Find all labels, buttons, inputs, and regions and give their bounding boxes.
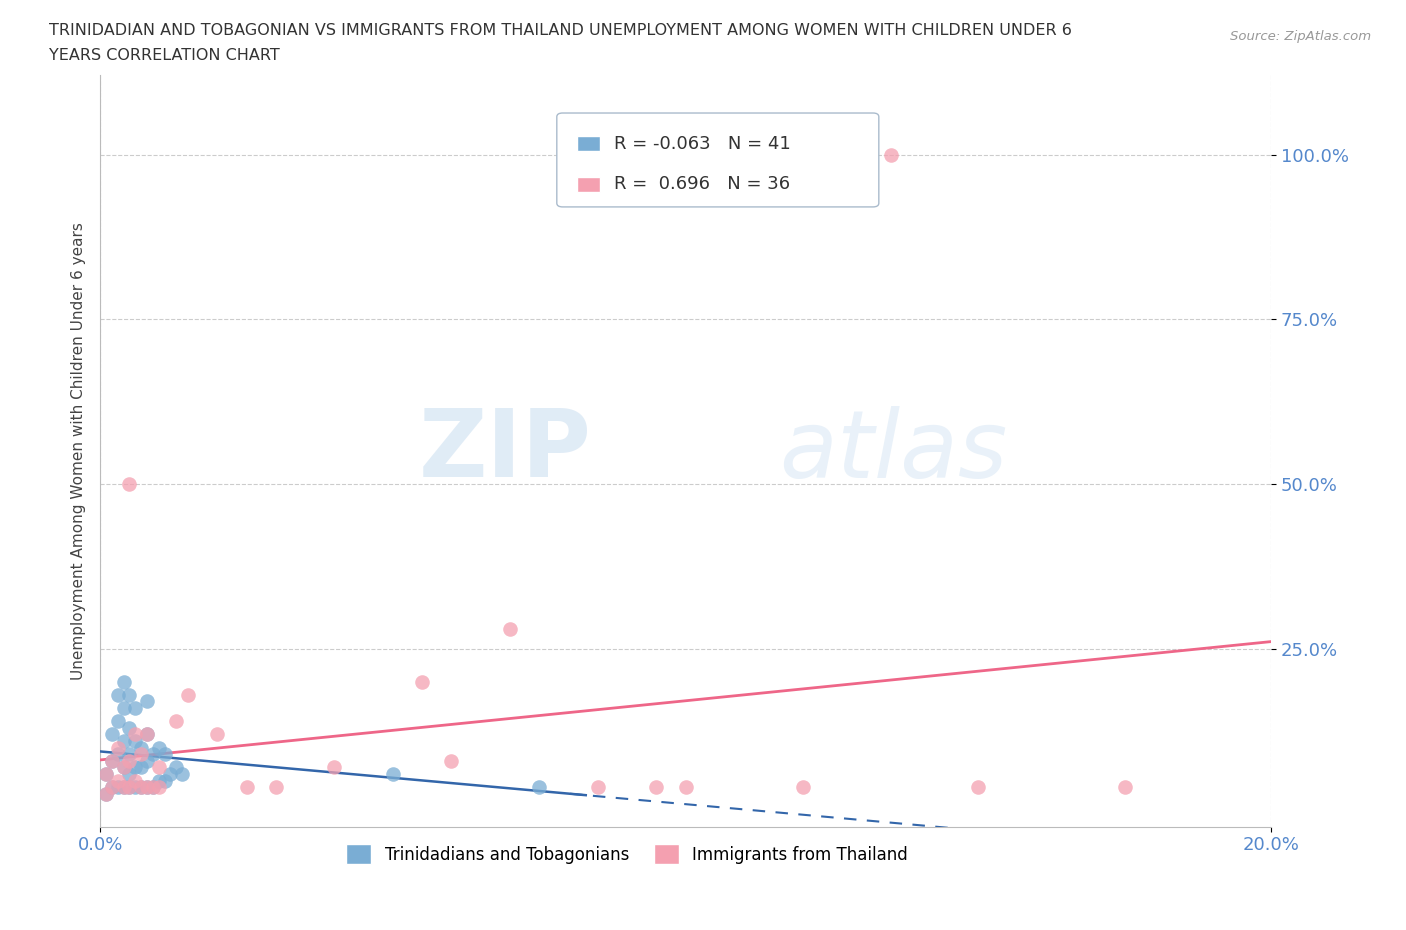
Point — [205, 727, 228, 742]
Point — [112, 734, 135, 749]
Point — [101, 753, 124, 768]
Point — [235, 779, 257, 794]
Point — [148, 779, 170, 794]
Text: YEARS CORRELATION CHART: YEARS CORRELATION CHART — [49, 48, 280, 63]
Point — [381, 766, 404, 781]
Point — [118, 779, 141, 794]
Point — [529, 779, 551, 794]
Point — [323, 760, 346, 775]
Point — [153, 773, 176, 788]
Point — [136, 694, 159, 709]
Point — [107, 687, 129, 702]
Point — [165, 760, 187, 775]
Text: ZIP: ZIP — [419, 405, 592, 497]
Point — [124, 727, 146, 742]
Point — [411, 674, 433, 689]
Point — [129, 740, 152, 755]
Point — [124, 734, 146, 749]
Point — [792, 779, 814, 794]
Text: atlas: atlas — [779, 405, 1008, 497]
Point — [153, 747, 176, 762]
Point — [124, 773, 146, 788]
Point — [107, 714, 129, 729]
Point — [142, 747, 165, 762]
Point — [124, 700, 146, 715]
Point — [107, 747, 129, 762]
Point — [159, 766, 181, 781]
Point — [112, 700, 135, 715]
Point — [136, 779, 159, 794]
Point — [118, 747, 141, 762]
Point — [94, 766, 117, 781]
Point — [118, 766, 141, 781]
Point — [112, 779, 135, 794]
Point — [967, 779, 990, 794]
Point — [129, 779, 152, 794]
Point — [136, 727, 159, 742]
Point — [118, 721, 141, 736]
Text: TRINIDADIAN AND TOBAGONIAN VS IMMIGRANTS FROM THAILAND UNEMPLOYMENT AMONG WOMEN : TRINIDADIAN AND TOBAGONIAN VS IMMIGRANTS… — [49, 23, 1073, 38]
Point — [172, 766, 194, 781]
Point — [118, 476, 141, 491]
Point — [1114, 779, 1136, 794]
Point — [136, 753, 159, 768]
Point — [107, 740, 129, 755]
Text: Source: ZipAtlas.com: Source: ZipAtlas.com — [1230, 30, 1371, 43]
Y-axis label: Unemployment Among Women with Children Under 6 years: Unemployment Among Women with Children U… — [72, 222, 86, 680]
Point — [118, 687, 141, 702]
Point — [177, 687, 200, 702]
Point — [94, 766, 117, 781]
Point — [129, 760, 152, 775]
Point — [586, 779, 609, 794]
Point — [142, 779, 165, 794]
Point — [94, 787, 117, 802]
Point — [129, 779, 152, 794]
Point — [148, 773, 170, 788]
Text: R =  0.696   N = 36: R = 0.696 N = 36 — [614, 176, 790, 193]
Point — [142, 779, 165, 794]
Point — [165, 714, 187, 729]
Point — [136, 779, 159, 794]
Point — [499, 621, 522, 636]
Point — [148, 760, 170, 775]
Point — [136, 727, 159, 742]
Point — [118, 753, 141, 768]
Text: R = -0.063   N = 41: R = -0.063 N = 41 — [614, 135, 792, 153]
Point — [112, 760, 135, 775]
Point — [107, 779, 129, 794]
Point — [101, 779, 124, 794]
Point — [645, 779, 668, 794]
Legend: Trinidadians and Tobagonians, Immigrants from Thailand: Trinidadians and Tobagonians, Immigrants… — [339, 837, 915, 871]
Point — [124, 779, 146, 794]
Point — [124, 760, 146, 775]
Point — [107, 773, 129, 788]
FancyBboxPatch shape — [576, 137, 600, 152]
Point — [264, 779, 287, 794]
Point — [112, 674, 135, 689]
FancyBboxPatch shape — [576, 177, 600, 192]
FancyBboxPatch shape — [557, 113, 879, 206]
Point — [675, 779, 697, 794]
Point — [879, 147, 901, 162]
Point — [112, 760, 135, 775]
Point — [101, 753, 124, 768]
Point — [112, 779, 135, 794]
Point — [101, 727, 124, 742]
Point — [118, 779, 141, 794]
Point — [101, 779, 124, 794]
Point — [440, 753, 463, 768]
Point — [94, 787, 117, 802]
Point — [148, 740, 170, 755]
Point — [129, 747, 152, 762]
